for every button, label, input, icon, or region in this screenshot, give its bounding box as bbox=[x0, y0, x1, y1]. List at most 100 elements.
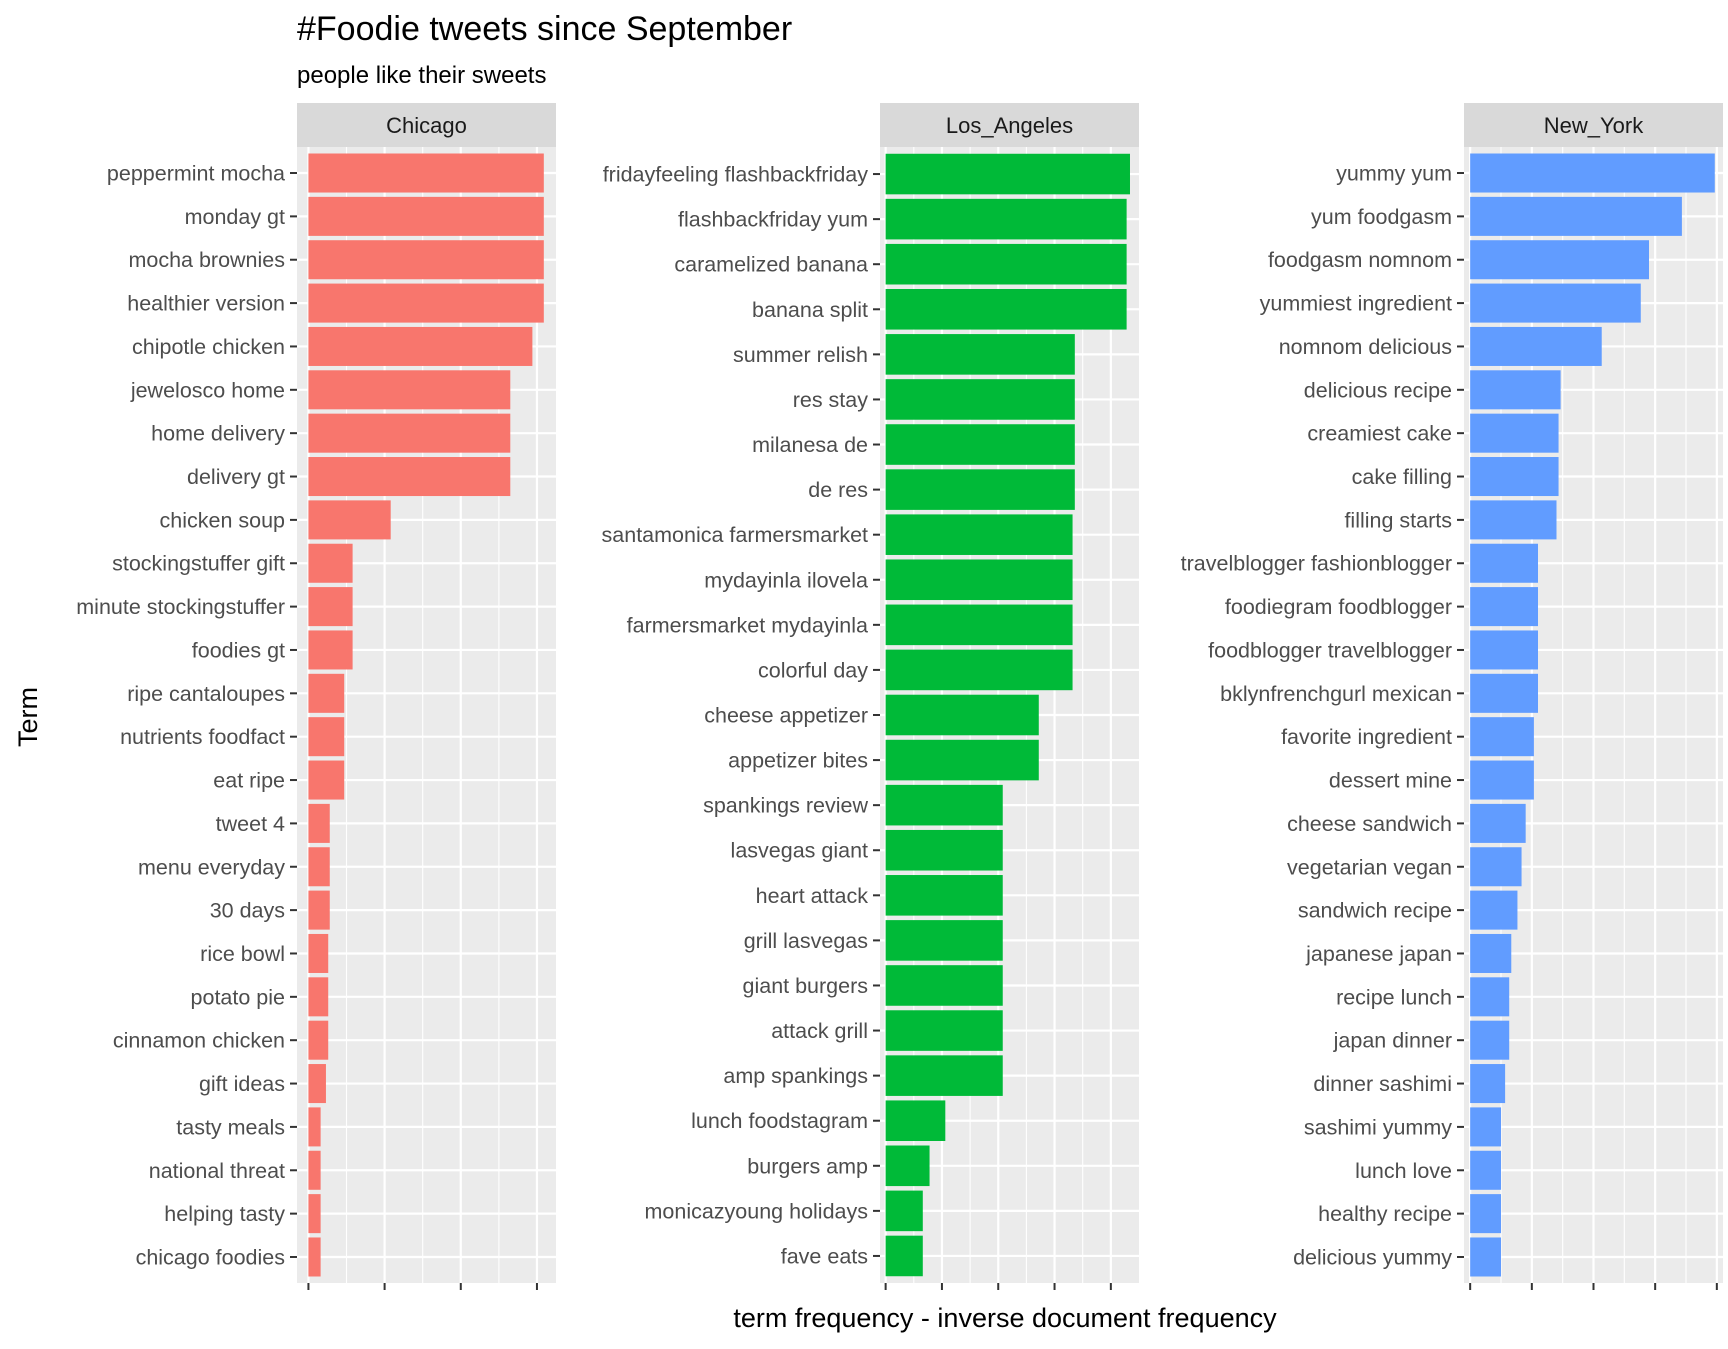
category-label: peppermint mocha bbox=[107, 162, 285, 186]
category-label: bklynfrenchgurl mexican bbox=[1220, 682, 1452, 706]
category-label: res stay bbox=[793, 388, 869, 412]
category-label: appetizer bites bbox=[728, 749, 868, 773]
category-label: cake filling bbox=[1352, 465, 1452, 489]
category-label: foodgasm nomnom bbox=[1268, 248, 1452, 272]
bar bbox=[308, 370, 511, 410]
bar bbox=[308, 933, 329, 973]
category-label: sandwich recipe bbox=[1298, 899, 1452, 923]
category-label: attack grill bbox=[771, 1019, 868, 1043]
bar bbox=[1470, 933, 1512, 973]
category-label: farmersmarket mydayinla bbox=[627, 613, 868, 637]
bar bbox=[885, 469, 1075, 510]
bar bbox=[308, 977, 329, 1017]
bar bbox=[885, 920, 1003, 961]
bar bbox=[1470, 1150, 1501, 1190]
bar bbox=[885, 514, 1073, 555]
category-label: chicken soup bbox=[160, 508, 286, 532]
bar bbox=[1470, 847, 1522, 887]
bar bbox=[885, 1190, 923, 1232]
bar bbox=[1470, 1064, 1506, 1104]
category-label: heart attack bbox=[756, 884, 869, 908]
bar bbox=[885, 289, 1127, 330]
category-label: eat ripe bbox=[213, 769, 285, 793]
bar bbox=[308, 890, 330, 930]
category-label: foodiegram foodblogger bbox=[1225, 595, 1452, 619]
bar bbox=[885, 739, 1039, 781]
facet-chicago: Chicago peppermint mocha monday gt mocha br… bbox=[76, 103, 556, 1290]
category-label: jewelosco home bbox=[130, 378, 285, 402]
bar bbox=[1470, 153, 1715, 193]
category-label: travelblogger fashionblogger bbox=[1181, 552, 1452, 576]
category-label: healthier version bbox=[127, 292, 285, 316]
bar bbox=[308, 240, 544, 280]
category-label: healthy recipe bbox=[1318, 1202, 1452, 1226]
bar bbox=[885, 1010, 1003, 1051]
facet-strip bbox=[297, 103, 556, 147]
bar bbox=[308, 717, 345, 757]
bar bbox=[885, 1100, 946, 1141]
category-label: foodblogger travelblogger bbox=[1208, 638, 1452, 662]
category-label: lunch love bbox=[1355, 1159, 1452, 1183]
bar bbox=[308, 326, 533, 366]
category-label: tasty meals bbox=[176, 1115, 285, 1139]
category-label: yum foodgasm bbox=[1311, 205, 1452, 229]
category-label: foodies gt bbox=[192, 638, 285, 662]
bar bbox=[1470, 1020, 1510, 1060]
category-label: stockingstuffer gift bbox=[112, 552, 285, 576]
category-label: ripe cantaloupes bbox=[127, 682, 285, 706]
category-label: helping tasty bbox=[164, 1202, 285, 1226]
category-label: chicago foodies bbox=[136, 1245, 285, 1269]
category-label: japan dinner bbox=[1333, 1029, 1452, 1053]
bar bbox=[885, 559, 1073, 601]
category-label: chipotle chicken bbox=[132, 335, 285, 359]
bar bbox=[308, 587, 353, 627]
bar bbox=[1470, 457, 1559, 497]
category-label: yummiest ingredient bbox=[1260, 292, 1452, 316]
category-label: mocha brownies bbox=[128, 248, 285, 272]
category-label: burgers amp bbox=[747, 1154, 868, 1178]
bar bbox=[1470, 240, 1649, 280]
bar bbox=[308, 153, 544, 193]
bar bbox=[1470, 717, 1534, 757]
category-label: monicazyoung holidays bbox=[645, 1199, 869, 1223]
category-label: grill lasvegas bbox=[744, 929, 868, 953]
category-label: de res bbox=[808, 478, 868, 502]
bar bbox=[308, 1194, 321, 1234]
bar bbox=[885, 965, 1003, 1006]
category-label: gift ideas bbox=[199, 1072, 285, 1096]
category-label: caramelized banana bbox=[674, 253, 868, 277]
bar bbox=[885, 334, 1075, 375]
category-label: cinnamon chicken bbox=[113, 1029, 285, 1053]
category-label: national threat bbox=[149, 1159, 285, 1183]
bar bbox=[308, 1107, 321, 1147]
bar bbox=[885, 604, 1073, 646]
bar bbox=[1470, 587, 1538, 627]
bar bbox=[308, 1150, 321, 1190]
bar bbox=[885, 829, 1003, 871]
category-label: monday gt bbox=[185, 205, 285, 229]
bar bbox=[308, 1020, 329, 1060]
bar bbox=[1470, 283, 1641, 323]
bar bbox=[1470, 630, 1538, 670]
category-label: japanese japan bbox=[1305, 942, 1452, 966]
category-label: sashimi yummy bbox=[1304, 1115, 1452, 1139]
bar bbox=[308, 457, 511, 497]
bar bbox=[1470, 1237, 1501, 1277]
category-label: colorful day bbox=[758, 658, 868, 682]
chart-title: #Foodie tweets since September bbox=[297, 10, 792, 48]
category-label: banana split bbox=[752, 298, 868, 322]
bar bbox=[308, 500, 391, 540]
bar bbox=[885, 875, 1003, 916]
category-label: santamonica farmersmarket bbox=[602, 523, 868, 547]
facet-strip bbox=[1464, 103, 1723, 147]
category-label: delivery gt bbox=[187, 465, 285, 489]
bar bbox=[885, 1055, 1003, 1096]
bar bbox=[1470, 543, 1538, 583]
category-label: fave eats bbox=[781, 1244, 868, 1268]
bar bbox=[1470, 196, 1682, 236]
category-label: summer relish bbox=[733, 343, 868, 367]
category-label: fridayfeeling flashbackfriday bbox=[603, 163, 869, 187]
